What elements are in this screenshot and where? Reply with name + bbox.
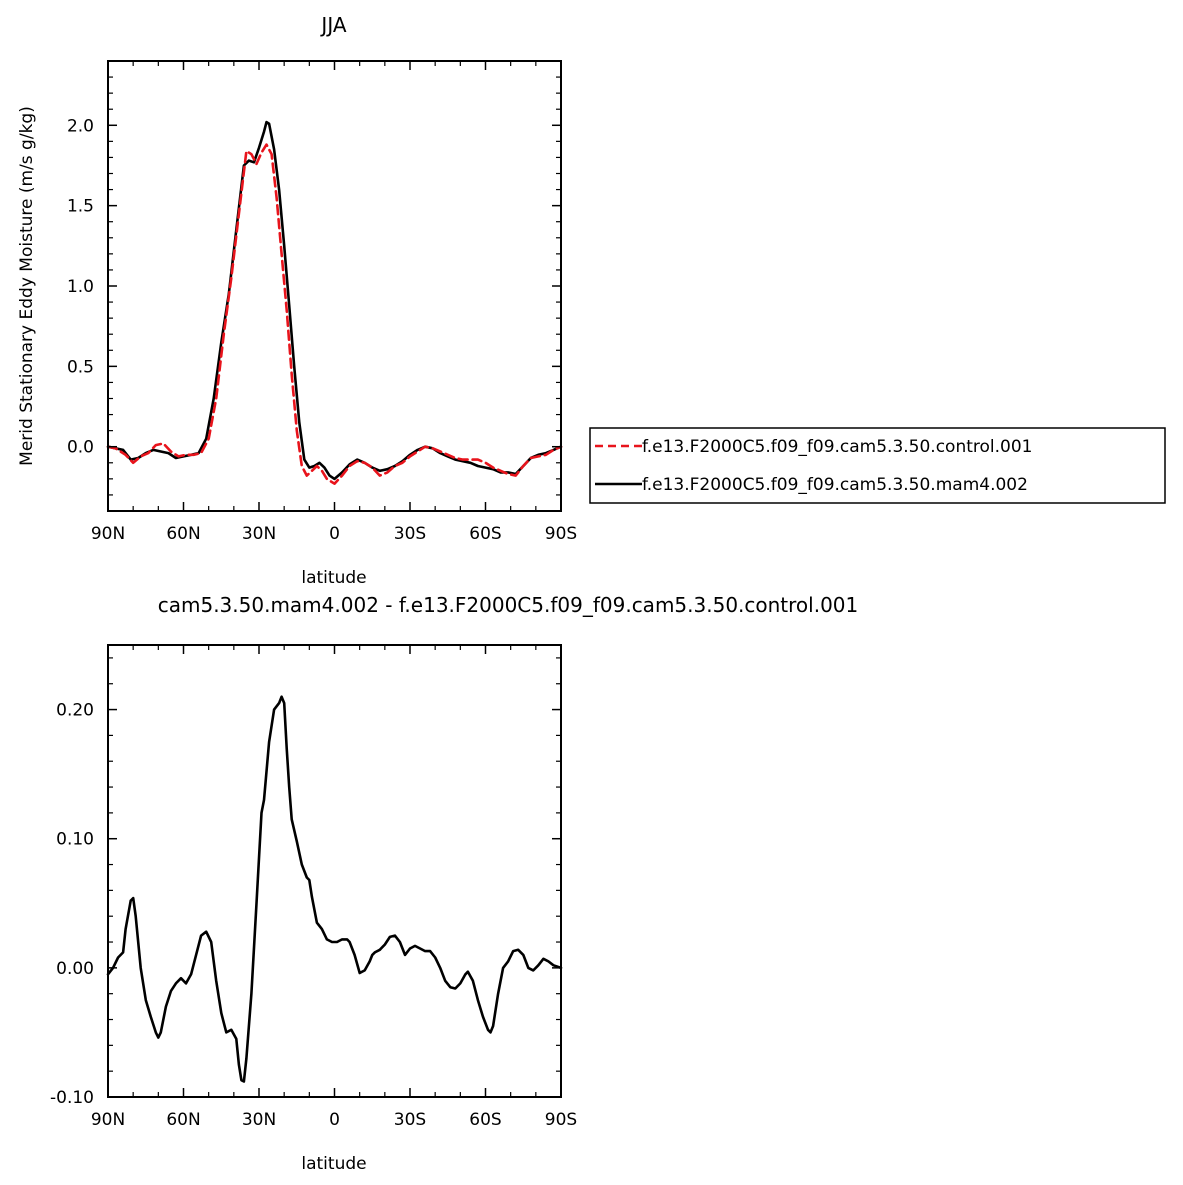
bottom-panel-title: cam5.3.50.mam4.002 - f.e13.F2000C5.f09_f… bbox=[158, 593, 859, 617]
top-panel-frame bbox=[107, 60, 562, 512]
top-panel-title: JJA bbox=[319, 13, 346, 37]
bottom-panel-ytick-label: -0.10 bbox=[50, 1088, 94, 1108]
top-panel-series-2-line bbox=[106, 120, 563, 481]
bottom-panel-ytick-label: 0.00 bbox=[56, 959, 94, 979]
top-panel-ytick-label: 1.0 bbox=[67, 277, 94, 297]
legend: f.e13.F2000C5.f09_f09.cam5.3.50.control.… bbox=[589, 427, 1166, 504]
top-panel-xtick-label: 90S bbox=[545, 524, 577, 544]
top-panel-series-group bbox=[106, 120, 563, 485]
bottom-panel-xtick-label: 60S bbox=[469, 1110, 501, 1130]
top-panel-xtick-label: 0 bbox=[329, 524, 340, 544]
bottom-panel-xtick-label: 0 bbox=[329, 1110, 340, 1130]
top-panel-ytick-label: 0.0 bbox=[67, 438, 94, 458]
bottom-panel-series-group bbox=[106, 695, 563, 1083]
legend-box bbox=[589, 427, 1166, 504]
top-panel: JJA 90N 60N 30N 0 30S 60S 90S 0.0 0.5 1.0 1.5 2.0 l… bbox=[17, 13, 1166, 588]
bottom-panel-xlabel: latitude bbox=[301, 1154, 366, 1174]
bottom-panel: cam5.3.50.mam4.002 - f.e13.F2000C5.f09_f… bbox=[50, 593, 858, 1174]
bottom-panel-xtick-label: 90S bbox=[545, 1110, 577, 1130]
top-panel-xtick-label: 90N bbox=[91, 524, 125, 544]
bottom-panel-series-1-line bbox=[106, 695, 563, 1083]
bottom-panel-ytick-label: 0.20 bbox=[56, 701, 94, 721]
top-panel-xlabel: latitude bbox=[301, 568, 366, 588]
top-panel-ytick-label: 0.5 bbox=[67, 357, 94, 377]
legend-entry-control: f.e13.F2000C5.f09_f09.cam5.3.50.control.… bbox=[642, 437, 1033, 457]
top-panel-ylabel: Merid Stationary Eddy Moisture (m/s g/kg… bbox=[17, 106, 37, 466]
bottom-panel-xtick-label: 30S bbox=[394, 1110, 426, 1130]
bottom-panel-xtick-label: 30N bbox=[242, 1110, 276, 1130]
top-panel-series-1-line bbox=[106, 143, 563, 485]
top-panel-xtick-label: 60S bbox=[469, 524, 501, 544]
top-panel-xtick-label: 60N bbox=[166, 524, 200, 544]
legend-entry-mam4: f.e13.F2000C5.f09_f09.cam5.3.50.mam4.002 bbox=[642, 475, 1028, 495]
top-panel-xtick-label: 30N bbox=[242, 524, 276, 544]
top-panel-ytick-label: 1.5 bbox=[67, 197, 94, 217]
bottom-panel-ytick-label: 0.10 bbox=[56, 830, 94, 850]
top-panel-xtick-label: 30S bbox=[394, 524, 426, 544]
top-panel-ytick-label: 2.0 bbox=[67, 116, 94, 136]
bottom-panel-xtick-label: 60N bbox=[166, 1110, 200, 1130]
bottom-panel-xtick-label: 90N bbox=[91, 1110, 125, 1130]
